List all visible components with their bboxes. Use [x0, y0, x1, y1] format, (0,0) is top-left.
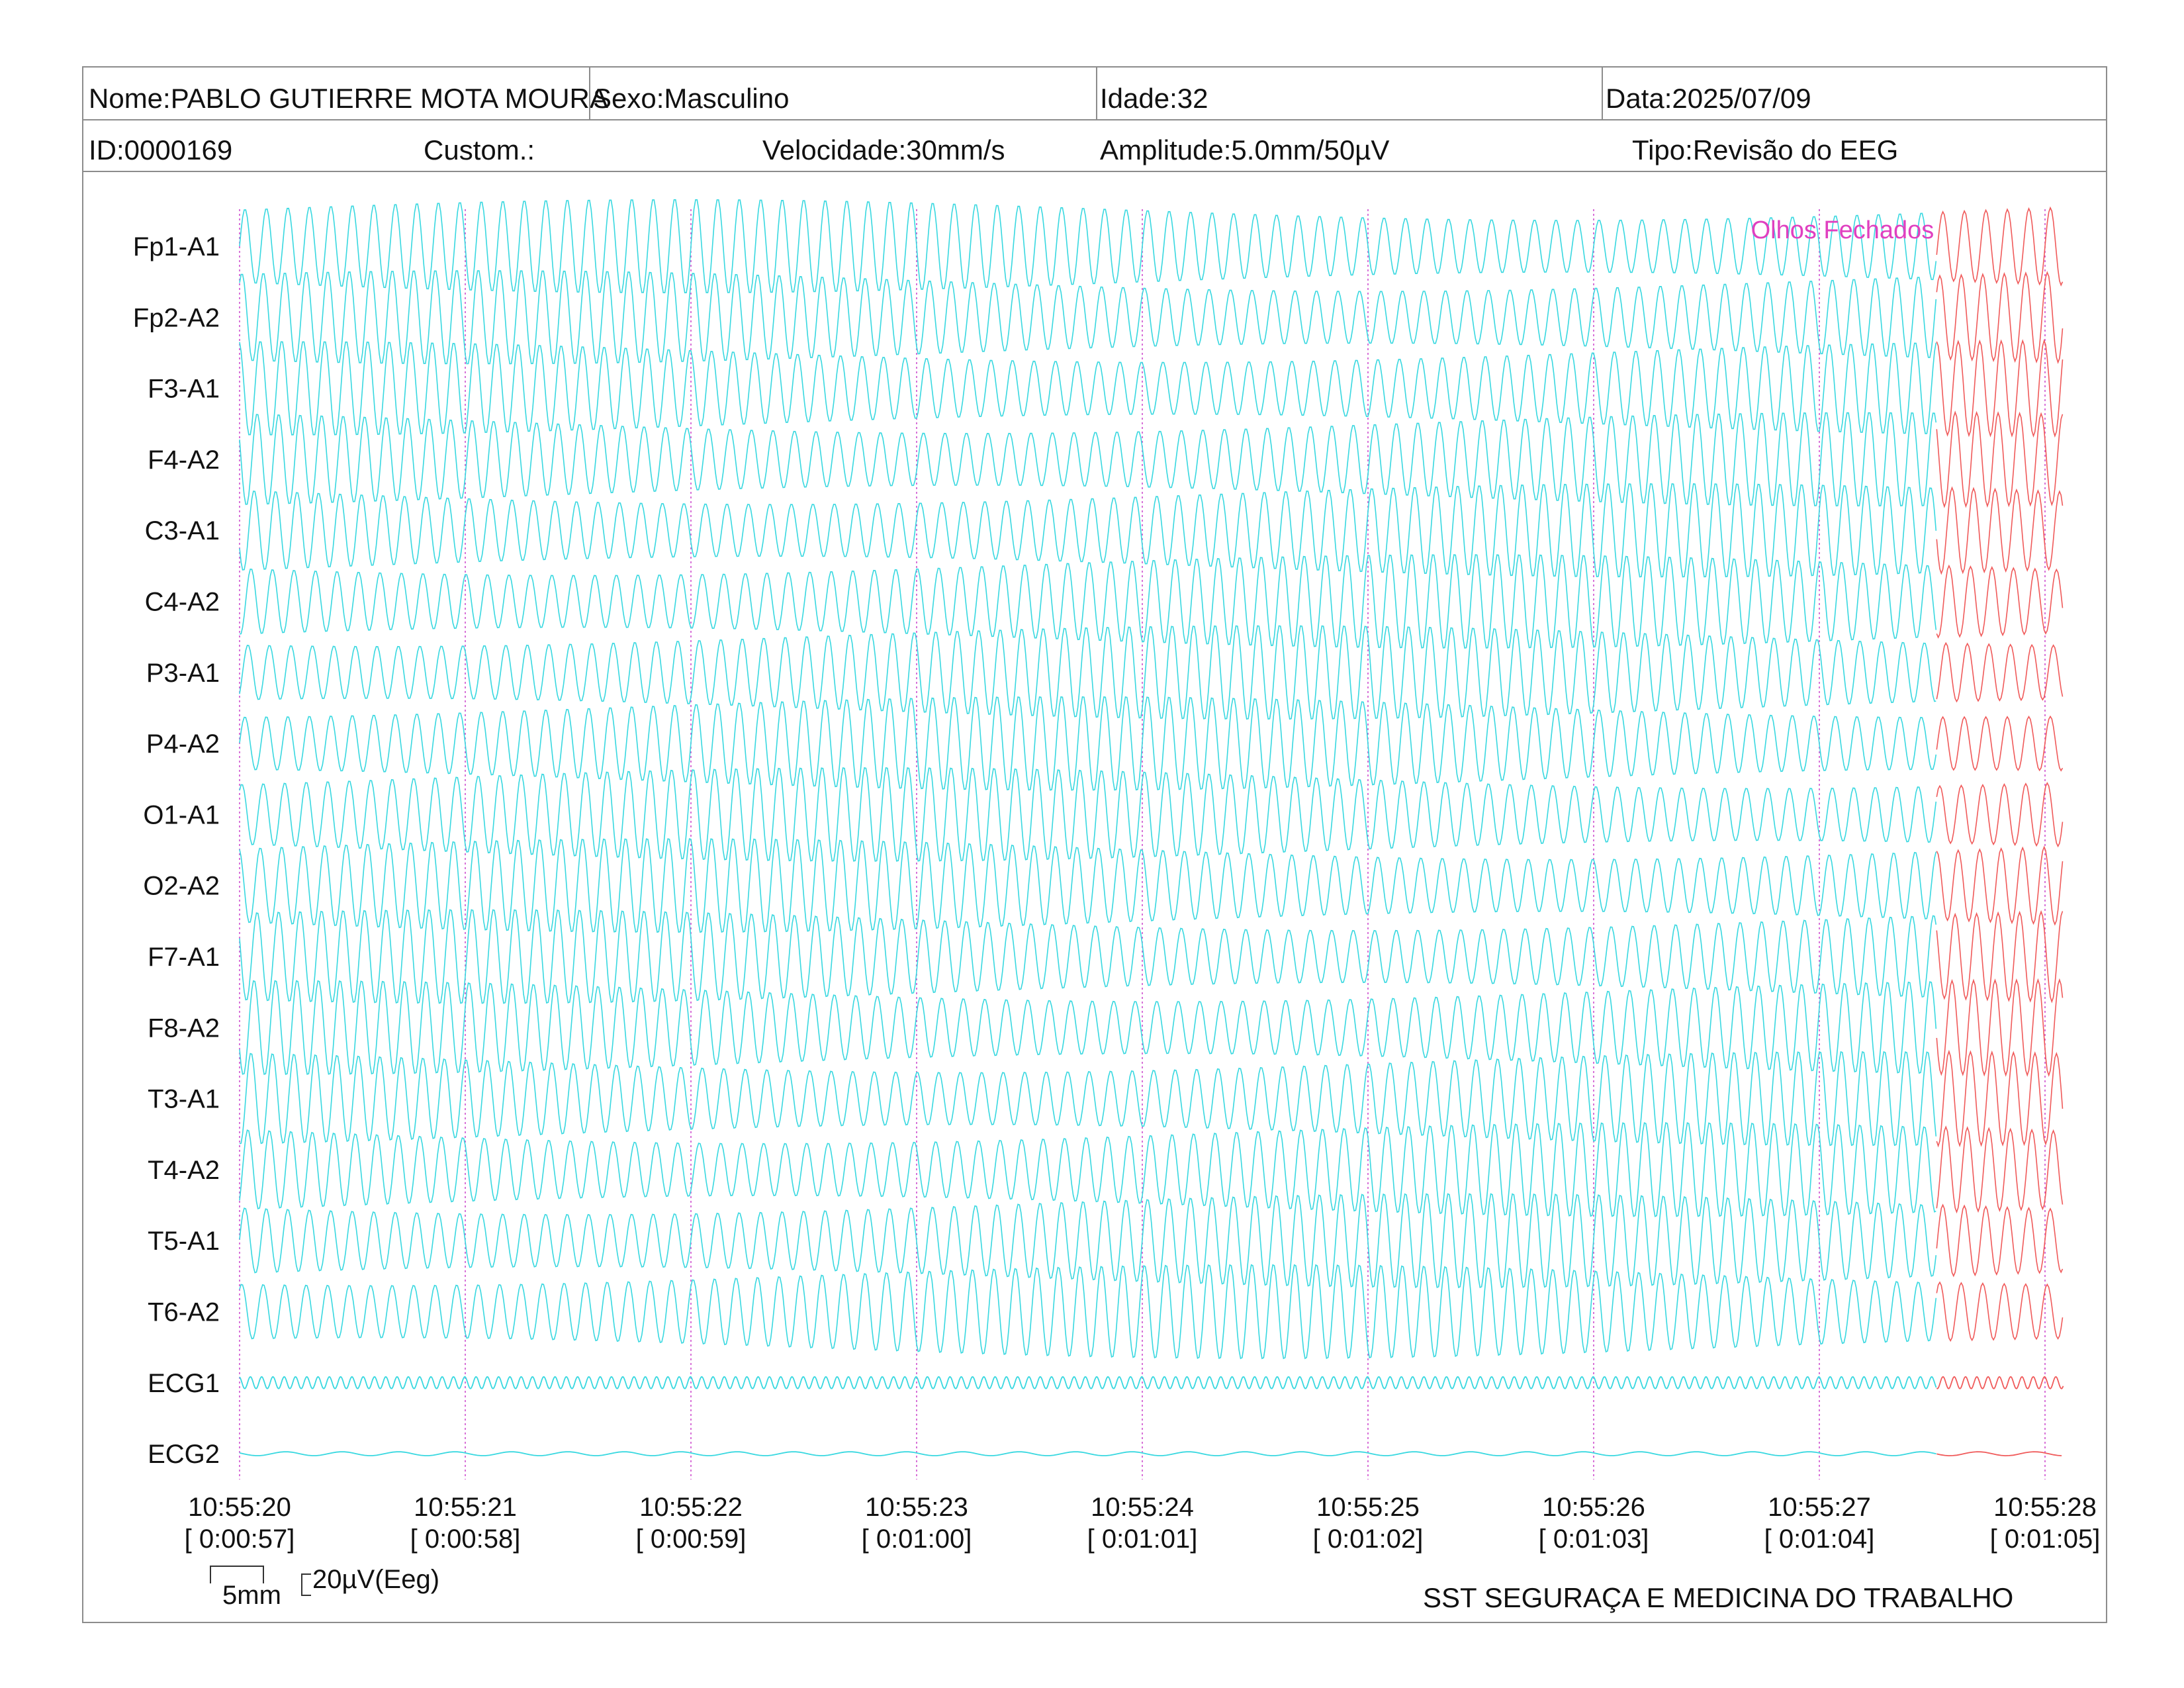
channel-label: F8-A2: [148, 1013, 220, 1043]
x-tick-time: 10:55:21: [414, 1493, 517, 1522]
x-tick-elapsed: [ 0:00:59]: [636, 1524, 747, 1554]
trace-f8-a2: [239, 980, 1937, 1076]
x-tick-elapsed: [ 0:01:02]: [1313, 1524, 1424, 1554]
trace-p3-a1: [239, 625, 1936, 720]
channel-label: F3-A1: [148, 375, 220, 404]
x-tick-time: 10:55:22: [639, 1493, 743, 1522]
channel-label: ECG2: [148, 1440, 220, 1469]
channel-label: P3-A1: [146, 659, 220, 688]
trace-fp1-a1: [1936, 206, 2064, 287]
organization-name: SST SEGURAÇA E MEDICINA DO TRABALHO: [1423, 1582, 2014, 1613]
x-tick-elapsed: [ 0:00:58]: [410, 1524, 521, 1554]
x-tick-time: 10:55:25: [1316, 1493, 1420, 1522]
x-tick-time: 10:55:28: [1993, 1493, 2097, 1522]
trace-t6-a2: [1936, 1281, 2064, 1342]
x-tick-elapsed: [ 0:01:01]: [1087, 1524, 1198, 1554]
channel-label: T3-A1: [148, 1085, 220, 1114]
x-tick-elapsed: [ 0:00:57]: [185, 1524, 295, 1554]
header-bottom-separator: [83, 171, 2106, 172]
trace-t4-a2: [239, 1122, 1936, 1217]
x-tick-time: 10:55:26: [1542, 1493, 1645, 1522]
patient-id: ID:0000169: [89, 134, 233, 165]
trace-f3-a1: [239, 341, 1937, 436]
channel-label: T5-A1: [148, 1227, 220, 1256]
patient-sex: Sexo:Masculino: [593, 83, 790, 114]
trace-ecg2: [1936, 1451, 2062, 1457]
channel-label: O2-A2: [143, 872, 220, 901]
x-tick-time: 10:55:20: [188, 1493, 291, 1522]
trace-p4-a2: [239, 696, 1937, 791]
trace-c4-a2: [1936, 564, 2064, 639]
header-divider: [589, 68, 590, 119]
trace-ecg1: [1936, 1376, 2064, 1389]
channel-label: T4-A2: [148, 1156, 220, 1185]
trace-c4-a2: [239, 554, 1937, 649]
trace-ecg2: [239, 1451, 1936, 1456]
time-calibration-mark: [210, 1566, 264, 1583]
trace-t4-a2: [1936, 1125, 2064, 1214]
header-divider: [1096, 68, 1097, 119]
trace-ecg1: [239, 1376, 1937, 1389]
trace-p3-a1: [1936, 641, 2064, 703]
trace-c3-a1: [1936, 486, 2064, 575]
trace-f7-a1: [1936, 910, 2064, 1004]
trace-fp2-a2: [239, 270, 1937, 365]
annotation-label: Olhos Fechados: [1751, 216, 1934, 244]
amplitude-calibration-label: 20µV(Eeg): [312, 1565, 440, 1594]
paper-speed: Velocidade:30mm/s: [762, 134, 1005, 165]
trace-t5-a1: [1936, 1203, 2064, 1278]
time-calibration-label: 5mm: [222, 1581, 281, 1610]
amplitude-calibration-mark: [301, 1573, 311, 1596]
trace-p4-a2: [1936, 715, 2064, 772]
trace-fp1-a1: [239, 199, 1937, 293]
channel-label: O1-A1: [143, 800, 220, 829]
amplitude-scale: Amplitude:5.0mm/50µV: [1100, 134, 1390, 165]
channel-label: ECG1: [148, 1369, 220, 1398]
trace-t5-a1: [239, 1193, 1937, 1289]
x-tick-elapsed: [ 0:01:05]: [1990, 1524, 2101, 1554]
x-tick-elapsed: [ 0:01:03]: [1539, 1524, 1649, 1554]
header-divider: [1602, 68, 1603, 119]
x-tick-time: 10:55:27: [1768, 1493, 1871, 1522]
x-tick-time: 10:55:23: [865, 1493, 968, 1522]
trace-t3-a1: [239, 1051, 1937, 1147]
channel-label: F4-A2: [148, 445, 220, 475]
x-tick-elapsed: [ 0:01:00]: [862, 1524, 972, 1554]
trace-t3-a1: [1936, 1049, 2064, 1148]
trace-o1-a1: [239, 767, 1937, 862]
x-tick-elapsed: [ 0:01:04]: [1764, 1524, 1875, 1554]
custom-field: Custom.:: [424, 134, 535, 165]
trace-f8-a2: [1936, 978, 2064, 1077]
eeg-report: Nome:PABLO GUTIERRE MOTA MOURA Sexo:Masc…: [82, 66, 2107, 1623]
exam-type: Tipo:Revisão do EEG: [1632, 134, 1899, 165]
trace-f4-a2: [1936, 410, 2064, 508]
channel-label: F7-A1: [148, 943, 220, 972]
trace-t6-a2: [239, 1264, 1937, 1360]
channel-label: Fp2-A2: [133, 303, 220, 332]
header-separator: [83, 119, 2106, 120]
trace-f7-a1: [239, 909, 1937, 1004]
patient-age: Idade:32: [1100, 83, 1208, 114]
channel-label: T6-A2: [148, 1298, 220, 1327]
channel-label: C4-A2: [145, 588, 220, 617]
x-tick-time: 10:55:24: [1091, 1493, 1194, 1522]
trace-fp2-a2: [1936, 271, 2064, 364]
trace-f3-a1: [1936, 338, 2064, 438]
trace-o2-a2: [1936, 845, 2064, 926]
channel-label: P4-A2: [146, 729, 220, 759]
trace-f4-a2: [239, 412, 1937, 507]
trace-o2-a2: [239, 838, 1937, 933]
exam-date: Data:2025/07/09: [1606, 83, 1811, 114]
trace-c3-a1: [239, 483, 1937, 578]
trace-o1-a1: [1936, 782, 2064, 848]
channel-label: C3-A1: [145, 516, 220, 545]
channel-label: Fp1-A1: [133, 232, 220, 261]
patient-name: Nome:PABLO GUTIERRE MOTA MOURA: [89, 83, 608, 114]
